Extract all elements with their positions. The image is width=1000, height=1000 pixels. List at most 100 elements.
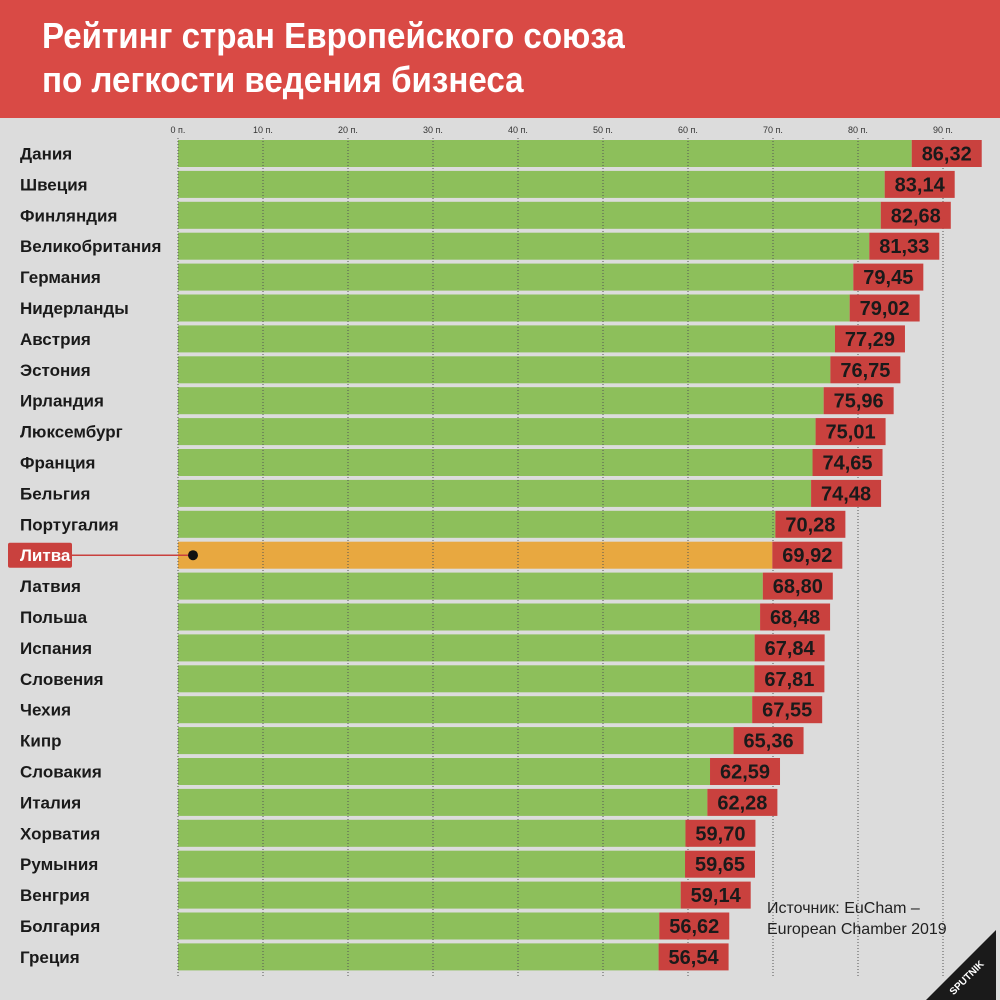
category-label: Словения	[20, 670, 104, 689]
bar	[178, 541, 773, 569]
value-label: 86,32	[922, 144, 972, 166]
value-label-box	[853, 263, 924, 291]
value-label-box	[685, 819, 756, 847]
value-label: 67,55	[762, 700, 812, 722]
chart-title-line-2: по легкости ведения бизнеса	[42, 59, 524, 100]
category-label: Люксембург	[20, 423, 123, 442]
value-label: 59,70	[695, 823, 745, 845]
category-label: Швеция	[20, 175, 88, 194]
category-label: Греция	[20, 948, 80, 967]
bar	[178, 140, 912, 167]
category-label: Германия	[20, 268, 101, 287]
value-label: 81,33	[879, 236, 929, 258]
value-label: 62,59	[720, 762, 770, 784]
category-label: Литва	[20, 546, 71, 565]
value-label-box	[869, 232, 940, 260]
chart-title-line-1: Рейтинг стран Европейского союза	[42, 15, 625, 56]
bar	[178, 294, 850, 322]
bar	[178, 758, 711, 785]
bar	[178, 325, 835, 353]
value-label: 56,54	[669, 947, 720, 969]
x-tick-label: 50 п.	[593, 125, 613, 135]
value-label-box	[880, 201, 951, 229]
value-label-box	[775, 510, 846, 538]
category-label: Дания	[20, 145, 72, 164]
category-label: Латвия	[20, 577, 81, 596]
bar	[178, 449, 813, 476]
bar	[178, 912, 660, 940]
bar	[178, 572, 763, 600]
category-label: Венгрия	[20, 886, 90, 905]
value-label: 69,92	[782, 545, 832, 567]
value-label: 68,80	[773, 576, 823, 598]
x-tick-label: 40 п.	[508, 125, 528, 135]
category-label: Словакия	[20, 763, 102, 782]
x-tick-label: 0 п.	[171, 125, 186, 135]
category-label: Финляндия	[20, 206, 117, 225]
value-label-box	[823, 387, 894, 415]
value-label-box	[707, 788, 778, 816]
category-label: Хорватия	[20, 824, 100, 843]
category-label: Чехия	[20, 701, 71, 720]
bar	[178, 819, 686, 847]
value-label-box	[659, 912, 730, 940]
highlight-dot	[188, 550, 198, 561]
value-label-box	[754, 665, 825, 693]
bar	[178, 479, 812, 507]
x-tick-label: 30 п.	[423, 125, 443, 135]
value-label-box	[752, 696, 823, 724]
x-tick-label: 20 п.	[338, 125, 358, 135]
bar	[178, 727, 734, 755]
bar	[178, 943, 659, 971]
chart-title: Рейтинг стран Европейского союза по легк…	[42, 14, 625, 102]
bar	[178, 696, 753, 724]
value-label-box	[815, 418, 886, 446]
value-label-box	[760, 603, 831, 631]
category-label: Испания	[20, 639, 92, 658]
value-label: 59,65	[695, 854, 745, 876]
source-line-1: Источник: EuCham –	[767, 900, 920, 917]
value-label: 82,68	[891, 205, 941, 227]
x-tick-label: 90 п.	[933, 125, 953, 135]
value-label: 75,96	[834, 391, 884, 413]
value-label-box	[680, 881, 751, 909]
value-label: 83,14	[895, 174, 946, 196]
value-label: 68,48	[770, 607, 820, 629]
sputnik-logo: SPUTNIK	[926, 930, 996, 1000]
category-label: Австрия	[20, 330, 91, 349]
bar	[178, 634, 755, 662]
value-label-box	[772, 541, 843, 569]
value-label-box	[754, 634, 825, 662]
category-label: Ирландия	[20, 392, 104, 411]
x-tick-label: 70 п.	[763, 125, 783, 135]
value-label: 74,65	[822, 453, 872, 475]
category-label: Бельгия	[20, 484, 90, 503]
bar	[178, 356, 831, 384]
category-label: Польша	[20, 608, 88, 627]
value-label: 67,84	[765, 638, 816, 660]
value-label-box	[812, 449, 883, 476]
value-label-box	[811, 479, 882, 507]
category-label: Великобритания	[20, 237, 161, 256]
value-label-box	[849, 294, 920, 322]
value-label: 79,45	[863, 267, 913, 289]
header-banner: Рейтинг стран Европейского союза по легк…	[0, 0, 1000, 118]
value-label-box	[733, 727, 804, 755]
bar	[178, 170, 885, 198]
value-label-box	[830, 356, 901, 384]
category-label: Кипр	[20, 732, 61, 751]
value-label: 79,02	[860, 298, 910, 320]
value-label-box	[685, 850, 756, 878]
source-line-2: European Chamber 2019	[767, 921, 947, 938]
value-label: 77,29	[845, 329, 895, 351]
bar	[178, 232, 870, 260]
bar	[178, 510, 776, 538]
bar	[178, 603, 761, 631]
bar	[178, 665, 755, 693]
value-label: 62,28	[717, 792, 767, 814]
value-label-box	[834, 325, 905, 353]
category-label: Португалия	[20, 515, 119, 534]
bar	[178, 263, 854, 291]
x-tick-label: 80 п.	[848, 125, 868, 135]
value-label-box	[658, 943, 729, 971]
